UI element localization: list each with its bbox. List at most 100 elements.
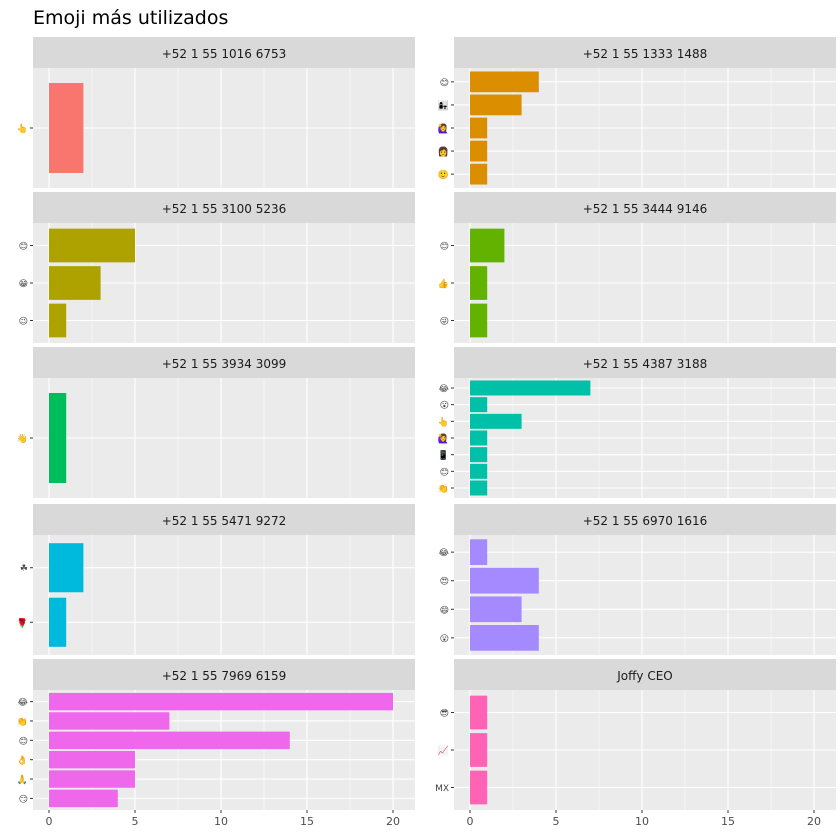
y-tick-label: 👌 xyxy=(17,755,28,766)
y-tick-label: 😎 xyxy=(440,708,449,719)
bar xyxy=(49,266,101,300)
y-tick-label: ☘ xyxy=(20,564,28,574)
facet-strip xyxy=(33,659,415,690)
bar xyxy=(470,303,488,338)
facet-strip-label: +52 1 55 1333 1488 xyxy=(583,47,708,61)
bar xyxy=(470,266,488,300)
y-tick-label: 👏 xyxy=(438,483,449,495)
facet-strip xyxy=(454,504,836,535)
x-tick-label: 20 xyxy=(807,815,821,828)
y-tick-label: 😊 xyxy=(19,241,28,252)
bar xyxy=(470,625,539,651)
chart-title: Emoji más utilizados xyxy=(33,7,229,29)
y-tick-label: 😍 xyxy=(440,576,449,587)
x-tick-label: 0 xyxy=(46,815,53,828)
y-tick-label: 😊 xyxy=(440,467,449,478)
bar xyxy=(470,380,591,396)
y-tick-label: 👍 xyxy=(438,278,449,290)
bar xyxy=(49,692,393,711)
facet-strip xyxy=(33,504,415,535)
facet-strip xyxy=(454,37,836,68)
bar xyxy=(49,393,67,483)
x-tick-label: 15 xyxy=(721,815,735,828)
bar xyxy=(470,228,505,263)
bar xyxy=(470,140,488,162)
facet-strip xyxy=(454,192,836,223)
y-tick-label: 👩‍👧 xyxy=(438,99,449,111)
x-tick-label: 15 xyxy=(300,815,314,828)
y-tick-label: 🙋‍♀️ xyxy=(438,433,449,445)
y-tick-label: 😂 xyxy=(17,697,28,708)
y-tick-label: MX xyxy=(435,784,449,794)
bar xyxy=(49,597,67,647)
y-tick-label: 👩 xyxy=(438,146,449,158)
y-tick-label: 😮 xyxy=(440,400,449,411)
bar xyxy=(49,83,84,173)
bar xyxy=(470,430,488,446)
facet-strip-label: Joffy CEO xyxy=(616,669,672,683)
facet-strip-label: +52 1 55 3444 9146 xyxy=(583,202,708,216)
bar xyxy=(470,71,539,93)
x-tick-label: 10 xyxy=(214,815,228,828)
y-tick-label: 😏 xyxy=(19,794,28,805)
bar xyxy=(49,770,135,788)
facet-strip xyxy=(33,347,415,378)
bar xyxy=(49,731,290,750)
y-tick-label: 🙏 xyxy=(17,775,28,786)
facet-strip-label: +52 1 55 3100 5236 xyxy=(162,202,287,216)
facet-strip-label: +52 1 55 1016 6753 xyxy=(162,47,287,61)
y-tick-label: 👆 xyxy=(17,123,28,135)
facet-panel xyxy=(33,535,415,655)
y-tick-label: 😄 xyxy=(440,605,449,616)
y-tick-label: 👆 xyxy=(438,416,449,428)
y-tick-label: 😁 xyxy=(19,279,28,290)
facet-strip-label: +52 1 55 6970 1616 xyxy=(583,514,708,528)
x-tick-label: 5 xyxy=(553,815,560,828)
facet-strip-label: +52 1 55 5471 9272 xyxy=(162,514,287,528)
facet-strip xyxy=(454,659,836,690)
facet-strip xyxy=(33,37,415,68)
bar xyxy=(49,789,118,808)
y-tick-label: 😜 xyxy=(440,316,449,327)
bar xyxy=(470,770,488,805)
x-tick-label: 5 xyxy=(132,815,139,828)
y-tick-label: 😂 xyxy=(438,384,449,395)
y-tick-label: 🌹 xyxy=(17,617,28,629)
bar xyxy=(470,94,522,116)
bar xyxy=(470,539,488,565)
bar xyxy=(470,596,522,623)
facet-strip-label: +52 1 55 4387 3188 xyxy=(583,357,708,371)
y-tick-label: 🙋‍♀️ xyxy=(438,123,449,135)
bar xyxy=(470,117,488,139)
x-tick-label: 0 xyxy=(467,815,474,828)
facet-strip-label: +52 1 55 7969 6159 xyxy=(162,669,287,683)
facet-strip xyxy=(33,192,415,223)
facet-strip-label: +52 1 55 3934 3099 xyxy=(162,357,287,371)
bar xyxy=(470,163,488,185)
y-tick-label: 👋 xyxy=(17,434,28,445)
bar xyxy=(49,543,84,593)
y-tick-label: 🙂 xyxy=(438,170,449,181)
facet-strip xyxy=(454,347,836,378)
y-tick-label: 😉 xyxy=(19,316,28,327)
x-tick-label: 20 xyxy=(386,815,400,828)
bar xyxy=(470,397,488,413)
bar xyxy=(470,413,522,429)
y-tick-label: 😂 xyxy=(438,548,449,559)
bar xyxy=(470,480,488,496)
bar xyxy=(470,463,488,479)
x-tick-label: 10 xyxy=(635,815,649,828)
bar xyxy=(49,750,135,769)
y-tick-label: 😊 xyxy=(19,736,28,747)
y-tick-label: 👏 xyxy=(17,715,28,727)
bar xyxy=(49,303,67,338)
bar xyxy=(470,695,488,730)
bar xyxy=(470,733,488,767)
y-tick-label: 😊 xyxy=(440,77,449,88)
y-tick-label: 📱 xyxy=(438,449,449,461)
bar xyxy=(49,712,170,730)
y-tick-label: 😊 xyxy=(440,241,449,252)
bar xyxy=(49,228,135,263)
y-tick-label: 📈 xyxy=(438,745,449,757)
